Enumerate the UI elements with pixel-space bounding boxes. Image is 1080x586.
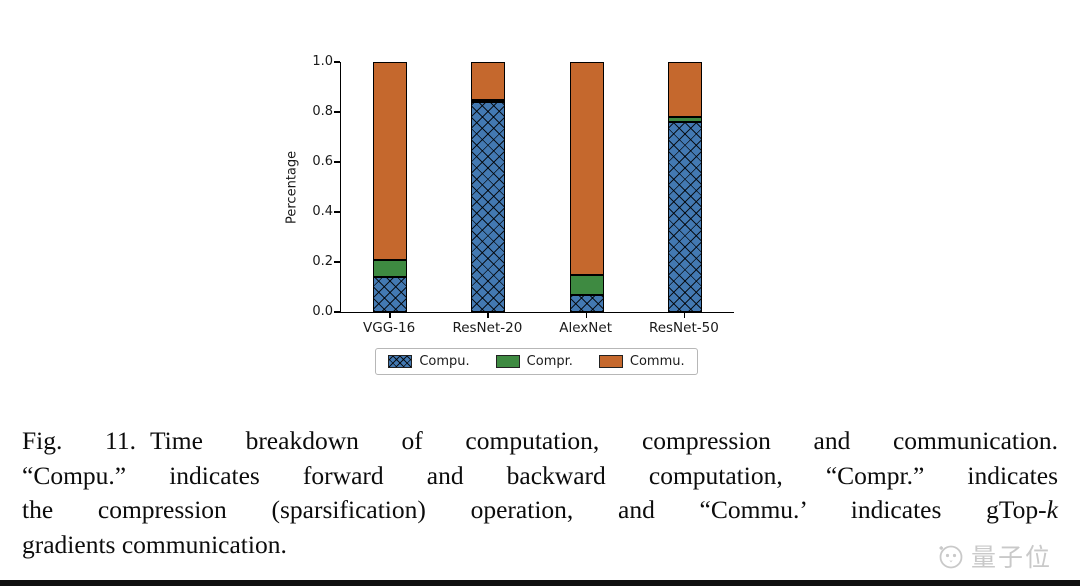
x-tick-label-ResNet-20: ResNet-20	[438, 313, 536, 336]
stacked-bar-ResNet-50	[667, 62, 702, 312]
caption-text-2: “Compu.” indicates forward and backward …	[22, 460, 1058, 490]
caption-text-4: gradients communication.	[22, 529, 287, 559]
watermark-text: 量子位	[970, 543, 1052, 572]
segment-Commu-ResNet-20	[471, 62, 506, 100]
bar-column-ResNet-20	[439, 62, 537, 312]
x-tick-mark-AlexNet	[585, 313, 588, 318]
bar-column-ResNet-50	[636, 62, 734, 312]
y-tick-mark-0.6	[334, 161, 340, 163]
y-tick-label-1.0: 1.0	[312, 54, 333, 69]
segment-Commu-ResNet-50	[667, 62, 702, 117]
bottom-edge-bar	[0, 580, 1080, 586]
figure-number: Fig. 11.	[22, 426, 136, 455]
plot-area: 0.0 0.2 0.4 0.6 0.8 1.0	[312, 54, 734, 319]
legend-patch-Compu	[388, 355, 413, 368]
y-tick-label-0.2: 0.2	[312, 254, 333, 269]
caption-line-3: the compression (sparsification) operati…	[22, 493, 1058, 528]
caption-line-1: Fig. 11. Time breakdown of computation, c…	[22, 424, 1058, 459]
y-tick-mark-1.0	[334, 61, 340, 63]
legend-patch-Compr	[495, 355, 520, 368]
segment-Compr-VGG-16	[373, 259, 408, 277]
legend-item-Commu: Commu.	[598, 354, 685, 369]
y-tick-mark-0.8	[334, 111, 340, 113]
legend: Compu. Compr. Commu.	[340, 348, 733, 375]
bar-column-VGG-16	[341, 62, 439, 312]
y-tick-mark-0.4	[334, 211, 340, 213]
y-axis-label: Percentage	[284, 150, 300, 224]
segment-Compu-VGG-16	[373, 277, 408, 312]
y-tick-label-0.4: 0.4	[312, 204, 333, 219]
legend-item-Compu: Compu.	[388, 354, 470, 369]
x-tick-label-AlexNet: AlexNet	[537, 313, 635, 336]
qbitai-logo-icon	[936, 542, 964, 570]
legend-label-Commu: Commu.	[629, 354, 685, 369]
segment-Compr-AlexNet	[569, 274, 604, 295]
y-tick-mark-0.2	[334, 261, 340, 263]
segment-Compr-ResNet-20	[471, 99, 506, 102]
bar-column-AlexNet	[538, 62, 636, 312]
x-tick-mark-VGG-16	[389, 313, 391, 318]
caption-line-4: gradients communication.	[22, 528, 1058, 563]
segment-Compu-ResNet-20	[471, 102, 506, 312]
caption-text-1: Time breakdown of computation, compressi…	[149, 426, 1058, 455]
legend-item-Compr: Compr.	[495, 354, 573, 369]
y-tick-mark-0.0	[334, 311, 340, 313]
y-tick-label-0.8: 0.8	[312, 104, 333, 119]
stacked-bar-AlexNet	[569, 62, 604, 312]
segment-Compr-ResNet-50	[667, 117, 702, 122]
caption-text-3: the compression (sparsification) operati…	[22, 495, 1047, 524]
legend-box: Compu. Compr. Commu.	[375, 348, 698, 375]
figure-11-chart: Percentage 0.0 0.2 0.4 0.6 0.8 1.0 VGG-16 ResN…	[284, 54, 734, 375]
segment-Commu-AlexNet	[569, 62, 604, 275]
x-tick-label-VGG-16: VGG-16	[340, 313, 438, 336]
x-tick-mark-ResNet-20	[487, 313, 489, 318]
segment-Commu-VGG-16	[373, 62, 408, 260]
stacked-bar-VGG-16	[373, 62, 408, 312]
legend-label-Compr: Compr.	[526, 354, 573, 369]
x-tick-label-ResNet-50: ResNet-50	[635, 313, 733, 336]
x-tick-labels: VGG-16 ResNet-20 AlexNet ResNet-50	[340, 313, 733, 336]
segment-Compu-AlexNet	[569, 294, 604, 312]
x-tick-mark-ResNet-50	[683, 313, 686, 318]
watermark: 量子位	[936, 538, 1052, 574]
legend-label-Compu: Compu.	[419, 354, 470, 369]
caption-italic-k: k	[1046, 495, 1058, 524]
legend-patch-Commu	[598, 355, 623, 368]
figure-caption: Fig. 11. Time breakdown of computation, c…	[22, 424, 1058, 562]
y-tick-label-0.0: 0.0	[312, 304, 333, 319]
segment-Compu-ResNet-50	[667, 122, 702, 312]
stacked-bar-ResNet-20	[471, 62, 506, 312]
y-tick-label-0.6: 0.6	[312, 154, 333, 169]
caption-line-2: “Compu.” indicates forward and backward …	[22, 459, 1058, 494]
